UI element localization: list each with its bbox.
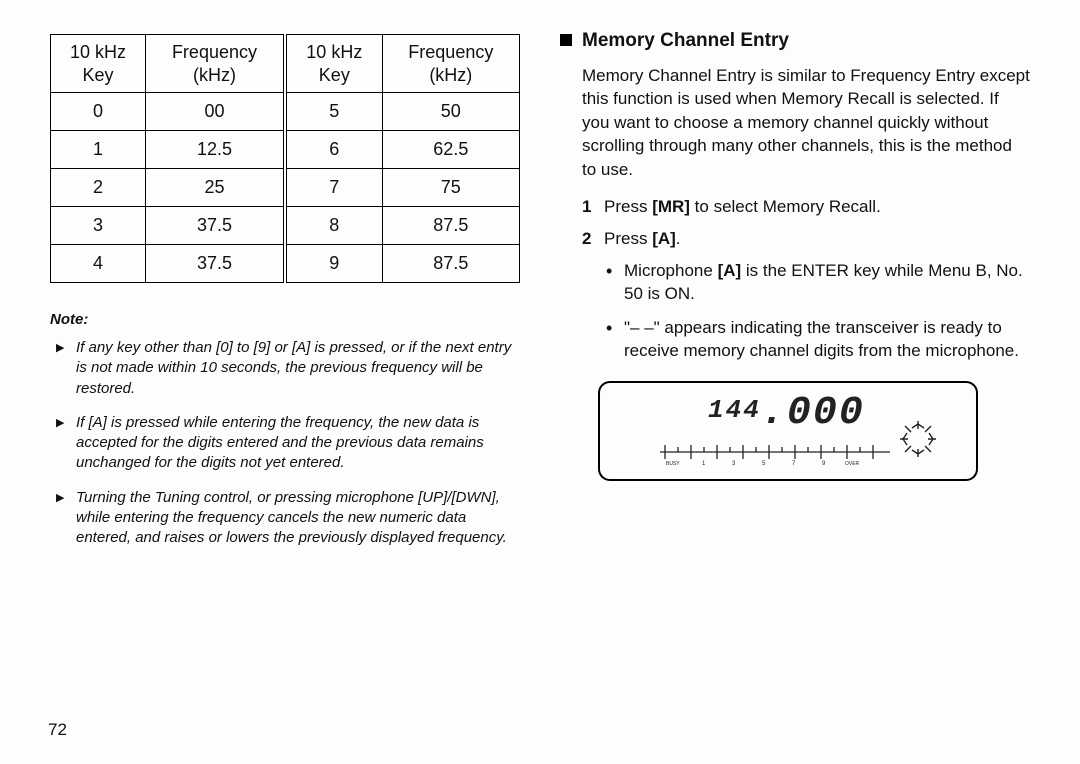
table-cell: 6: [285, 131, 382, 169]
table-cell: 62.5: [382, 131, 519, 169]
section-heading: Memory Channel Entry: [560, 30, 1030, 52]
key-bold: [A]: [718, 261, 742, 280]
step-text: Press: [604, 197, 652, 216]
table-cell: 87.5: [382, 207, 519, 245]
table-cell: 75: [382, 169, 519, 207]
table-cell: 37.5: [145, 207, 285, 245]
page-number: 72: [48, 720, 67, 740]
table-cell: 50: [382, 93, 519, 131]
step-text: Press: [604, 229, 652, 248]
th-key-right: 10 kHzKey: [285, 35, 382, 93]
lcd-scale-icon: BUSY 1 3 5 7 9 OVER: [660, 437, 920, 467]
table-cell: 25: [145, 169, 285, 207]
sub-bullet-list: Microphone [A] is the ENTER key while Me…: [604, 259, 1030, 363]
sub-bullet: "– –" appears indicating the transceiver…: [604, 316, 1030, 363]
table-cell: 8: [285, 207, 382, 245]
svg-text:1: 1: [702, 461, 706, 467]
table-cell: 12.5: [145, 131, 285, 169]
note-item: If [A] is pressed while entering the fre…: [54, 413, 520, 474]
table-cell: 3: [51, 207, 146, 245]
lcd-digits: 144.000: [708, 391, 865, 436]
th-key-left: 10 kHzKey: [51, 35, 146, 93]
key-bold: [MR]: [652, 197, 690, 216]
note-label: Note:: [50, 311, 520, 328]
svg-text:5: 5: [762, 461, 766, 467]
lcd-small: 144: [708, 395, 761, 425]
table-cell: 87.5: [382, 245, 519, 283]
th-freq-right: Frequency(kHz): [382, 35, 519, 93]
step-item: Press [MR] to select Memory Recall.: [582, 195, 1030, 219]
table-cell: 0: [51, 93, 146, 131]
table-cell: 2: [51, 169, 146, 207]
svg-text:3: 3: [732, 461, 736, 467]
table-cell: 4: [51, 245, 146, 283]
sub-bullet: Microphone [A] is the ENTER key while Me…: [604, 259, 1030, 306]
frequency-table: 10 kHzKey Frequency(kHz) 10 kHzKey Frequ…: [50, 34, 520, 283]
step-item: Press [A]. Microphone [A] is the ENTER k…: [582, 227, 1030, 363]
step-text: Microphone: [624, 261, 718, 280]
table-cell: 00: [145, 93, 285, 131]
note-list: If any key other than [0] to [9] or [A] …: [50, 338, 520, 548]
intro-paragraph: Memory Channel Entry is similar to Frequ…: [582, 64, 1030, 181]
lcd-display: 144.000 BUSY 1 3: [598, 381, 978, 481]
key-bold: [A]: [652, 229, 676, 248]
table-cell: 9: [285, 245, 382, 283]
note-item: If any key other than [0] to [9] or [A] …: [54, 338, 520, 399]
table-cell: 37.5: [145, 245, 285, 283]
svg-text:9: 9: [822, 461, 826, 467]
svg-text:OVER: OVER: [845, 461, 860, 467]
table-cell: 5: [285, 93, 382, 131]
table-cell: 1: [51, 131, 146, 169]
lcd-big: .000: [761, 391, 865, 436]
sun-icon: [896, 417, 940, 461]
scale-label: BUSY: [666, 461, 680, 467]
table-cell: 7: [285, 169, 382, 207]
svg-text:7: 7: [792, 461, 796, 467]
note-item: Turning the Tuning control, or pressing …: [54, 488, 520, 549]
th-freq-left: Frequency(kHz): [145, 35, 285, 93]
step-text: to select Memory Recall.: [690, 197, 881, 216]
step-list: Press [MR] to select Memory Recall. Pres…: [582, 195, 1030, 362]
step-text: .: [676, 229, 681, 248]
